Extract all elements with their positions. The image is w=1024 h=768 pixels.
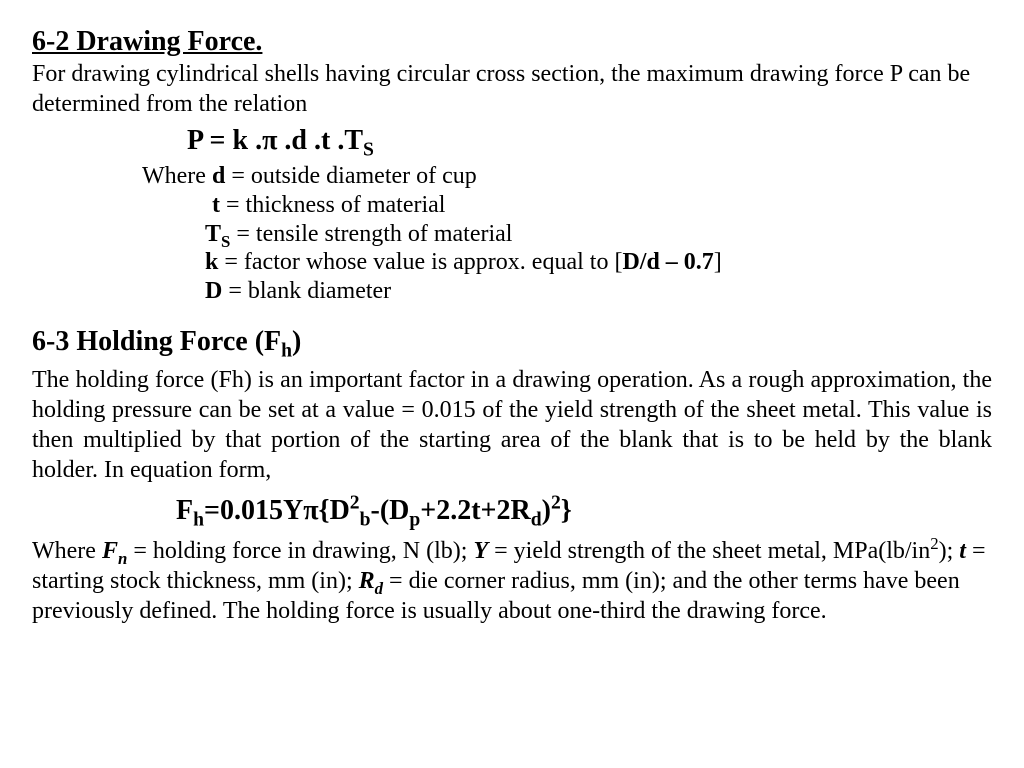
def-D: = blank diameter bbox=[222, 278, 391, 304]
formula-6-2-wrap: P = k .π .d .t .TS bbox=[187, 123, 992, 158]
section-6-3-title: 6-3 Holding Force (Fh) bbox=[32, 324, 992, 359]
where-d: Where d = outside diameter of cup bbox=[142, 162, 992, 191]
formula-6-3-wrap: Fh=0.015Yπ{D2b-(Dp+2.2t+2Rd)2} bbox=[176, 493, 992, 528]
var-t-63: t bbox=[959, 538, 966, 564]
var-d: d bbox=[212, 163, 225, 189]
where-label: Where bbox=[142, 163, 212, 189]
where-block-6-2: Where d = outside diameter of cup t = th… bbox=[142, 162, 992, 306]
where-k: k = factor whose value is approx. equal … bbox=[205, 248, 992, 277]
where-t: t = thickness of material bbox=[212, 191, 992, 220]
var-D: D bbox=[205, 278, 222, 304]
def-d: = outside diameter of cup bbox=[225, 163, 476, 189]
section-6-2-intro: For drawing cylindrical shells having ci… bbox=[32, 59, 992, 119]
where-ts: TS = tensile strength of material bbox=[205, 220, 992, 249]
section-6-2-title: 6-2 Drawing Force. bbox=[32, 24, 992, 59]
formula-6-2: P = k .π .d .t .TS bbox=[187, 125, 374, 156]
def-fn: = holding force in drawing, N (lb); bbox=[127, 538, 473, 564]
var-t: t bbox=[212, 192, 220, 218]
var-ts: TS bbox=[205, 221, 230, 247]
document-page: 6-2 Drawing Force. For drawing cylindric… bbox=[0, 0, 1024, 650]
def-y: = yield strength of the sheet metal, MPa… bbox=[488, 538, 959, 564]
where-pre: Where bbox=[32, 538, 102, 564]
var-fn: Fn bbox=[102, 538, 127, 564]
section-6-3-intro: The holding force (Fh) is an important f… bbox=[32, 365, 992, 485]
where-D: D = blank diameter bbox=[205, 277, 992, 306]
where-paragraph-6-3: Where Fn = holding force in drawing, N (… bbox=[32, 536, 992, 626]
def-k-post: ] bbox=[714, 249, 722, 275]
var-k: k bbox=[205, 249, 218, 275]
def-ts: = tensile strength of material bbox=[230, 221, 512, 247]
formula-6-3: Fh=0.015Yπ{D2b-(Dp+2.2t+2Rd)2} bbox=[176, 495, 572, 526]
var-y: Y bbox=[473, 538, 488, 564]
var-rd: Rd bbox=[359, 568, 383, 594]
def-k-pre: = factor whose value is approx. equal to… bbox=[218, 249, 622, 275]
def-t: = thickness of material bbox=[220, 192, 445, 218]
k-expr: D/d – 0.7 bbox=[622, 249, 713, 275]
